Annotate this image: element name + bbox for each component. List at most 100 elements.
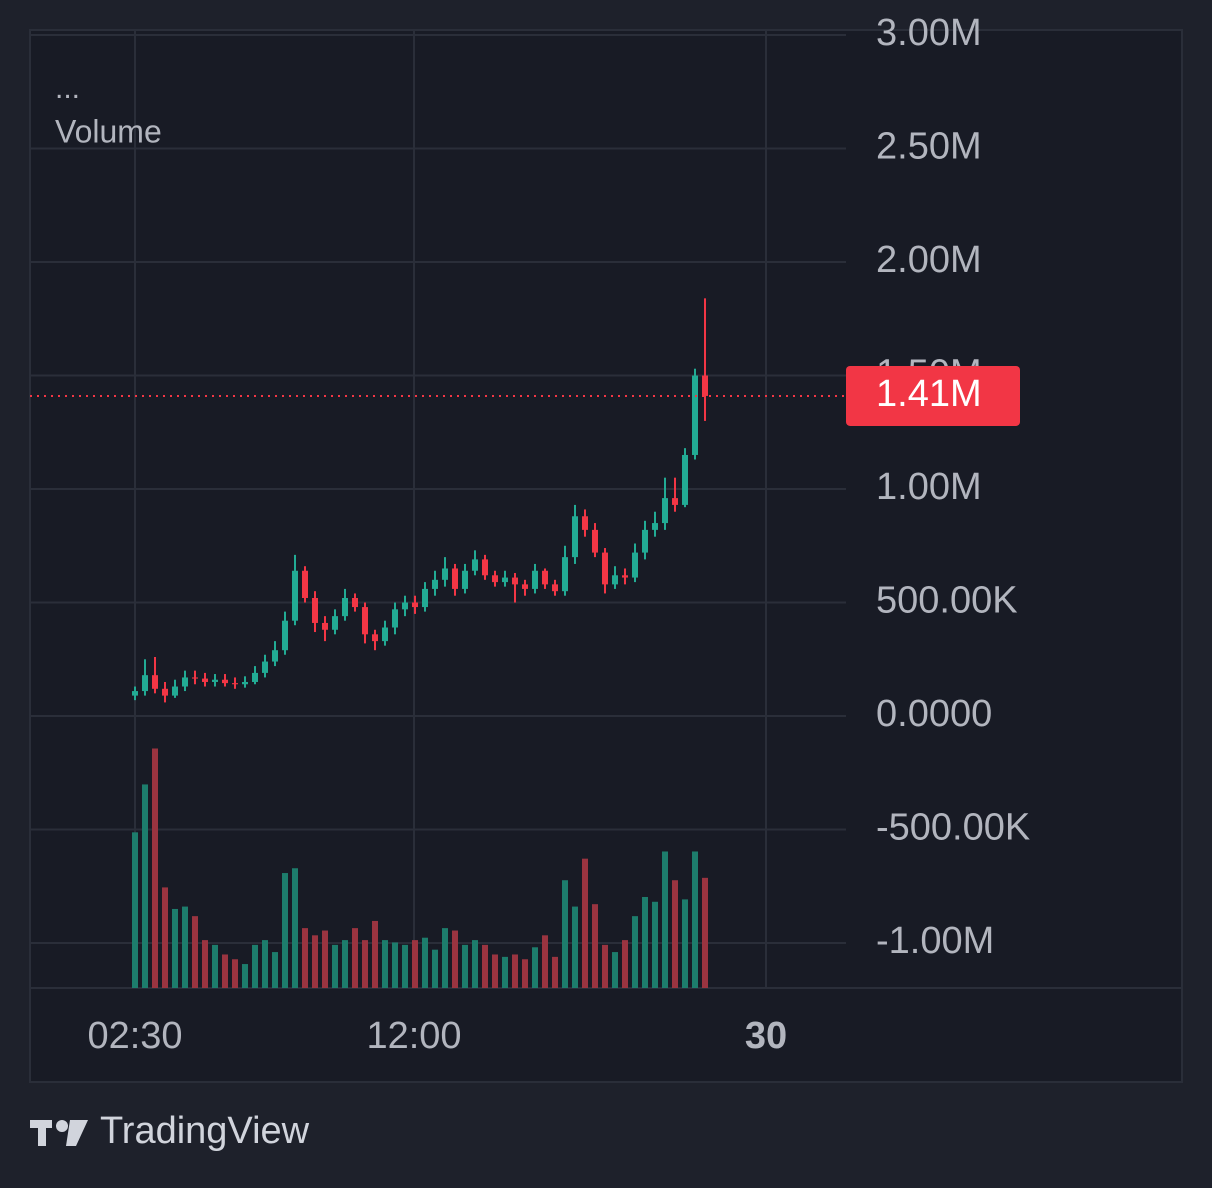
volume-bar [352,928,358,988]
x-tick-label: 02:30 [87,1015,182,1057]
y-tick-label: -500.00K [876,807,1030,849]
candle-body [162,688,168,696]
volume-bar [482,944,488,988]
y-tick-label: 0.0000 [876,693,992,735]
candle-body [432,579,438,589]
volume-bar [282,873,288,988]
volume-bar [452,930,458,988]
candle-body [342,597,348,617]
volume-bar [262,940,268,988]
candle-body [182,677,188,687]
volume-bar [152,748,158,988]
volume-bar [702,877,708,988]
candle-body [552,584,558,592]
volume-bar [572,906,578,988]
volume-bar [292,868,298,988]
plot-area [30,30,846,988]
volume-bar [662,851,668,988]
volume-bar [182,906,188,988]
x-tick-label: 30 [745,1015,787,1057]
candle-body [622,575,628,578]
candle-body [332,616,338,630]
candle-body [592,529,598,553]
volume-bar [212,944,218,988]
volume-bar [522,959,528,988]
candle-body [642,529,648,553]
x-tick-label: 12:00 [366,1015,461,1057]
volume-bar [202,940,208,988]
candle-body [662,498,668,524]
y-tick-label: -1.00M [876,920,994,962]
volume-bar [402,944,408,988]
volume-bar [142,784,148,988]
volume-bar [222,954,228,988]
candle-body [472,559,478,571]
volume-bar [592,904,598,988]
candle-body [522,584,528,589]
candle-body [222,679,228,684]
candle-body [242,681,248,685]
volume-bar [612,952,618,988]
candle-body [192,677,198,679]
candle-body [312,597,318,623]
candle-body [612,575,618,585]
volume-bar [372,920,378,988]
volume-bar [532,947,538,988]
volume-bar [692,851,698,988]
volume-bar [322,930,328,988]
y-tick-label: 2.50M [876,126,982,168]
candle-body [322,622,328,630]
candle-body [632,552,638,578]
candle-body [392,609,398,628]
candle-body [402,602,408,610]
volume-bar [382,940,388,988]
candle-body [172,686,178,696]
candle-body [582,516,588,530]
candle-body [362,607,368,635]
candle-body [512,577,518,585]
volume-bar [312,935,318,988]
volume-bar [552,956,558,988]
candle-body [382,627,388,642]
menu-dots[interactable]: ... [55,72,80,105]
volume-bar [412,940,418,988]
volume-bar [502,956,508,988]
candle-body [692,375,698,455]
volume-bar [162,887,168,988]
volume-bar [682,899,688,988]
candle-body [372,634,378,642]
brand-name: TradingView [100,1110,310,1152]
volume-bar [472,940,478,988]
volume-bar [132,832,138,988]
volume-bar [602,944,608,988]
candle-body [142,675,148,692]
candle-body [482,559,488,576]
volume-bar [332,944,338,988]
volume-bar [172,908,178,988]
candle-body [212,679,218,682]
volume-bar [242,964,248,988]
candle-body [252,672,258,682]
candle-body [542,570,548,585]
volume-bar [492,954,498,988]
volume-bar [632,916,638,988]
volume-bar [622,940,628,988]
candle-body [302,570,308,598]
volume-bar [462,944,468,988]
candle-body [202,678,208,682]
candle-body [652,523,658,530]
candle-body [502,577,508,583]
volume-bar [432,949,438,988]
volume-bar [672,880,678,988]
volume-bar [442,928,448,988]
volume-bar [512,954,518,988]
volume-bar [652,901,658,988]
volume-bar [582,858,588,988]
candle-body [462,570,468,589]
volume-bar [192,916,198,988]
candle-body [232,683,238,685]
candle-body [602,552,608,585]
candle-body [452,568,458,589]
y-tick-label: 3.00M [876,12,982,54]
